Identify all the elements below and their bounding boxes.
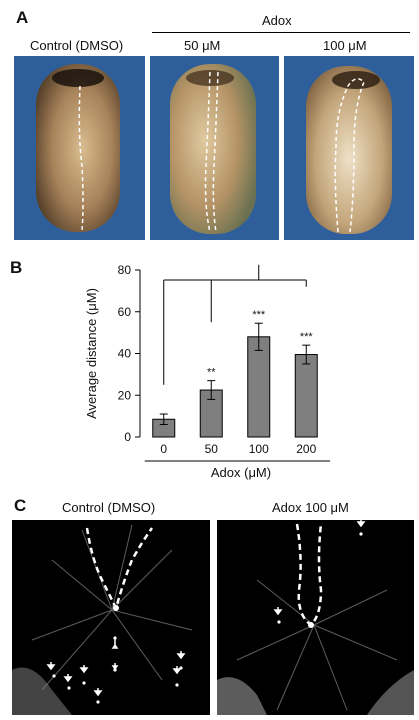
y-tick-label: 20 xyxy=(118,388,132,402)
panel-b-letter: B xyxy=(10,258,23,277)
adox-group-label: Adox xyxy=(262,13,292,28)
bar-chart: 0 20 40 60 80 Average distance (μM) 0 ** 50 *** 10… xyxy=(84,263,330,480)
panel-a-label-control: Control (DMSO) xyxy=(30,38,124,53)
x-tick-label: 50 xyxy=(205,442,219,456)
panel-a-letter: A xyxy=(16,8,29,27)
panel-a-image-100uM xyxy=(284,56,414,240)
panel-a-label-100: 100 μM xyxy=(323,38,367,53)
y-tick-label: 80 xyxy=(118,263,132,277)
significance-mark: ** xyxy=(207,367,216,379)
y-tick-label: 40 xyxy=(118,347,132,361)
y-tick-label: 0 xyxy=(124,430,131,444)
y-axis-label: Average distance (μM) xyxy=(84,288,99,419)
adox-group-line xyxy=(152,32,410,33)
panel-c-image-control xyxy=(12,520,210,715)
significance-mark: *** xyxy=(300,331,314,343)
x-tick-label: 200 xyxy=(296,442,316,456)
significance-mark: *** xyxy=(252,309,266,321)
x-axis-label: Adox (μM) xyxy=(211,465,271,480)
panel-a-image-50uM xyxy=(150,56,279,240)
bar xyxy=(294,354,318,438)
y-tick-label: 60 xyxy=(118,305,132,319)
panel-c-label-control: Control (DMSO) xyxy=(62,500,156,515)
panel-a-label-50: 50 μM xyxy=(184,38,221,53)
x-tick-label: 0 xyxy=(160,442,167,456)
bar xyxy=(247,336,271,438)
panel-c-letter: C xyxy=(14,496,27,515)
x-tick-label: 100 xyxy=(249,442,269,456)
panel-c-image-adox xyxy=(217,520,414,715)
panel-a-image-control xyxy=(14,56,145,240)
panel-c-label-adox: Adox 100 μM xyxy=(272,500,349,515)
